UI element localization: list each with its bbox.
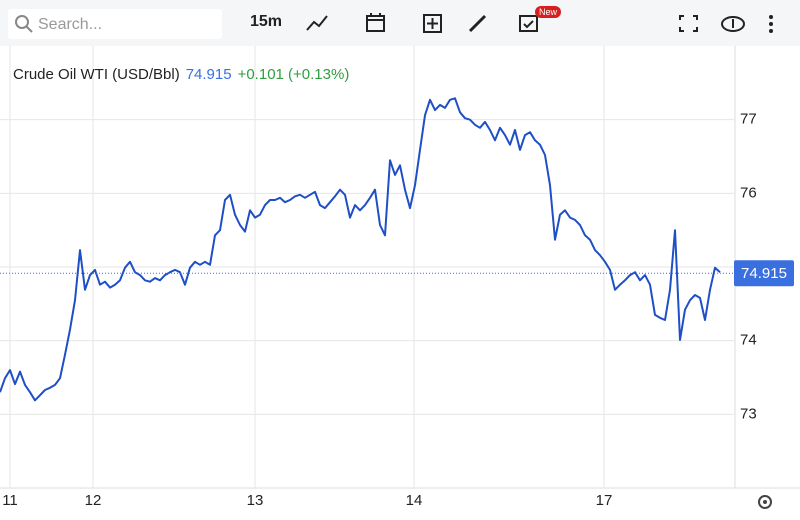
search-placeholder: Search... — [38, 16, 103, 33]
add-icon[interactable] — [423, 14, 442, 33]
x-tick-label: 17 — [596, 492, 613, 509]
price-change: +0.101 (+0.13%) — [237, 66, 350, 83]
y-tick-label: 73 — [740, 405, 757, 422]
settings-icon[interactable] — [758, 495, 772, 509]
price-tag-label: 74.915 — [741, 265, 787, 282]
toolbar: Search... 15m New — [0, 0, 800, 46]
price-tag — [734, 260, 794, 287]
event-icon[interactable] — [519, 15, 538, 32]
x-tick-label: 12 — [85, 492, 102, 509]
y-tick-label: 77 — [740, 111, 757, 128]
draw-icon[interactable] — [468, 14, 487, 33]
y-tick-label: 76 — [740, 184, 757, 201]
fullscreen-icon[interactable] — [679, 15, 698, 32]
download-icon[interactable] — [721, 16, 745, 32]
x-tick-label: 13 — [247, 492, 264, 509]
search-box[interactable]: Search... — [8, 9, 222, 39]
x-tick-label: 14 — [406, 492, 423, 509]
search-icon — [15, 15, 33, 33]
menu-icon[interactable] — [769, 15, 773, 33]
new-badge: New — [535, 6, 562, 18]
price-line — [0, 97, 721, 402]
last-price: 74.915 — [185, 66, 232, 83]
series-name: Crude Oil WTI (USD/Bbl) — [13, 66, 180, 83]
legend: Crude Oil WTI (USD/Bbl) 74.915 +0.101 (+0.… — [13, 66, 355, 83]
chart: 7374757677111213141774.915 — [0, 46, 800, 509]
x-tick-label: 11 — [2, 492, 18, 509]
calendar-icon[interactable] — [366, 13, 385, 32]
y-tick-label: 74 — [740, 332, 757, 349]
line-icon[interactable] — [306, 15, 328, 31]
interval-button[interactable]: 15m — [250, 13, 283, 30]
